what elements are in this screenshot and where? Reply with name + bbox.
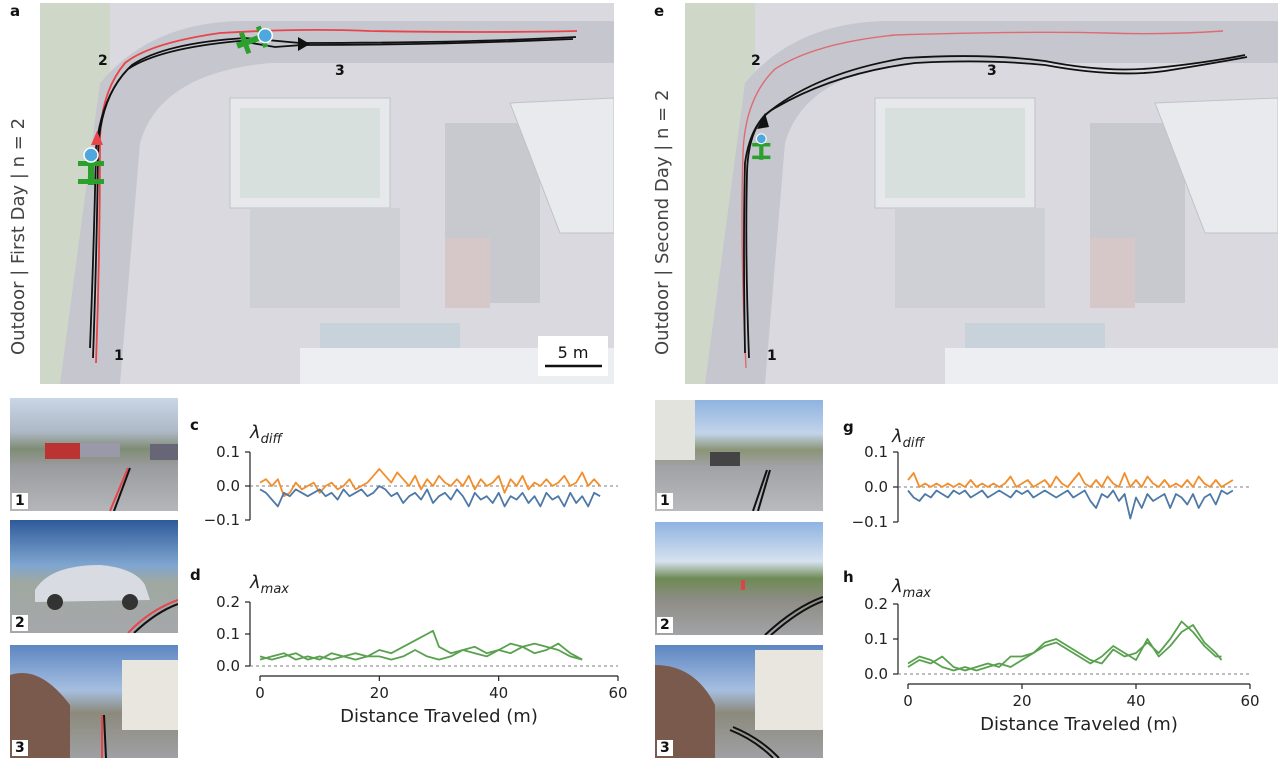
y-tick-label: 0.0 [864,478,888,496]
map-a: 1 2 3 5 m [40,3,614,384]
series-line [259,485,601,508]
series-line [907,620,1222,672]
robot-icon [236,25,274,55]
panel-letter-e: e [654,2,665,20]
y-tick-label: 0.1 [216,443,240,461]
panel-letter-g: g [843,418,854,436]
row-label-right: Outdoor | Second Day | n = 2 [652,89,673,355]
map-marker-3: 3 [335,63,345,79]
x-axis-label: Distance Traveled (m) [340,706,538,727]
y-tick-label: 0.0 [216,477,240,495]
photo-number: 1 [657,493,673,509]
photo-number: 3 [657,740,673,756]
photo-left-2: 2 [10,520,178,633]
chart-title: λmax [249,572,289,597]
map-marker-3: 3 [987,63,997,79]
scale-bar: 5 m [538,336,608,376]
series-line [907,489,1234,520]
series-line [907,624,1223,672]
series-line [259,629,583,661]
chart-title-symbol: λ [249,422,261,443]
y-tick-label: −0.1 [204,511,240,529]
x-tick-label: 0 [255,684,265,702]
x-tick-label: 20 [370,684,389,702]
map-marker-1: 1 [767,348,777,364]
chart-title-subscript: max [261,582,290,597]
y-tick-label: 0.2 [864,595,888,613]
map-a-paths [89,28,578,364]
x-tick-label: 40 [1126,692,1145,710]
map-marker-2: 2 [98,53,108,69]
row-label-left: Outdoor | First Day | n = 2 [8,117,29,355]
map-e: 1 2 3 [685,3,1278,384]
x-tick-label: 40 [489,684,508,702]
chart-title-subscript: diff [261,432,284,447]
panel-letter-d: d [190,566,201,584]
robot-icon [78,147,104,185]
y-tick-label: 0.0 [864,665,888,683]
x-tick-label: 20 [1012,692,1031,710]
y-tick-label: 0.1 [864,630,888,648]
robot-icon [752,133,771,160]
y-tick-label: −0.1 [852,513,888,531]
photo-number: 1 [12,493,28,509]
chart-title: λdiff [891,426,926,451]
y-tick-label: 0.1 [216,625,240,643]
photo-right-1: 1 [655,400,823,511]
map-e-paths [741,30,1248,369]
chart-title: λmax [891,576,931,601]
x-tick-label: 0 [903,692,913,710]
photo-right-2: 2 [655,522,823,635]
chart-title-subscript: diff [903,436,926,451]
chart-title-subscript: max [903,586,932,601]
x-tick-label: 60 [608,684,627,702]
series-line [259,468,601,498]
chart-title-symbol: λ [891,576,903,597]
photo-number: 3 [12,740,28,756]
chart-title: λdiff [249,422,284,447]
y-tick-label: 0.2 [216,593,240,611]
photo-left-3: 3 [10,645,178,758]
panel-letter-h: h [843,568,854,586]
series-line [907,472,1234,488]
chart-d: λmax 0.2 0.1 0.0 0 20 40 60 Distance Traveled (m… [216,572,627,727]
scale-bar-label: 5 m [558,343,589,362]
y-tick-label: 0.0 [216,657,240,675]
photo-left-1: 1 [10,398,178,511]
y-tick-label: 0.1 [864,443,888,461]
map-marker-2: 2 [751,53,761,69]
map-marker-1: 1 [114,348,124,364]
series-line [259,642,583,661]
photo-right-3: 3 [655,645,823,758]
photo-number: 2 [657,617,673,633]
photo-number: 2 [12,615,28,631]
panel-letter-c: c [190,416,199,434]
chart-title-symbol: λ [249,572,261,593]
chart-title-symbol: λ [891,426,903,447]
panel-letter-a: a [10,2,21,20]
x-tick-label: 60 [1240,692,1259,710]
chart-c: λdiff 0.1 0.0 −0.1 [204,422,618,529]
x-axis-label: Distance Traveled (m) [980,714,1178,735]
